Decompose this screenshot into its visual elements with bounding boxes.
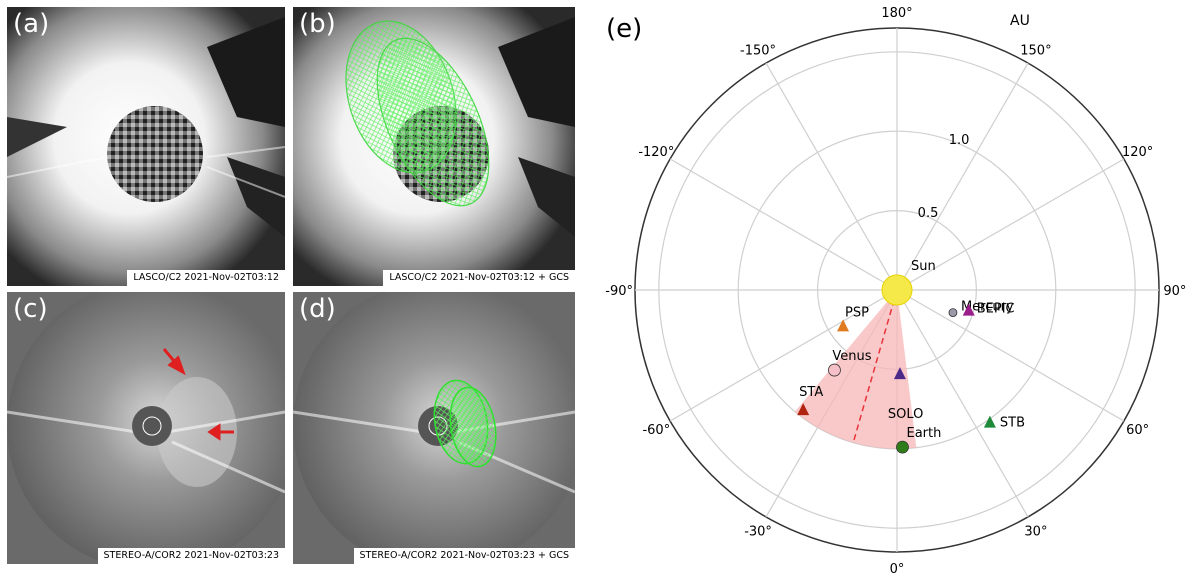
label-venus: Venus (832, 349, 871, 364)
panel-c-label: (c) (13, 294, 48, 324)
gcs-mesh-cor2 (433, 379, 497, 468)
red-arrows (162, 348, 234, 441)
panel-c-stereo-cor2: (c) STEREO-A/COR2 2021-Nov-02T03:23 (7, 292, 285, 564)
label-earth: Earth (906, 426, 941, 441)
panel-a-label: (a) (13, 9, 50, 39)
angle-tick-label: 120° (1122, 145, 1153, 160)
radial-tick-label: 0.5 (918, 206, 939, 221)
angle-tick-label: 150° (1020, 43, 1051, 58)
angular-grid-line (896, 62, 1029, 291)
marker-sta (797, 403, 810, 416)
angle-tick-label: -150° (740, 43, 776, 58)
angular-grid-line (896, 158, 1125, 291)
label-stb: STB (1000, 416, 1025, 431)
angle-tick-label: -120° (638, 145, 674, 160)
panel-d-label: (d) (299, 294, 336, 324)
panel-d-stereo-cor2-gcs: (d) STEREO-A/COR2 2021-Nov-02T03:23 + GC… (293, 292, 575, 564)
marker-earth (896, 440, 909, 454)
panel-b-caption: LASCO/C2 2021-Nov-02T03:12 + GCS (383, 270, 575, 286)
panel-b-label: (b) (299, 9, 336, 39)
cme-direction-line (852, 289, 898, 443)
label-mercury: Mercury (961, 300, 1014, 315)
label-sta: STA (799, 385, 823, 400)
stereo-cor2-gcs-image (293, 292, 575, 564)
cme-cone (794, 289, 917, 449)
polar-grid (634, 27, 1160, 553)
marker-stb (983, 415, 996, 428)
marker-mercury (948, 308, 958, 318)
marker-solo (893, 367, 906, 380)
label-solo: SOLO (888, 407, 924, 422)
marker-venus (828, 363, 841, 377)
angular-grid-line (896, 289, 1029, 518)
panel-b-lasco-c2-gcs: (b) LASCO/C2 2021-Nov-02T03:12 + GCS (293, 7, 575, 286)
panel-a-lasco-c2: (a) LASCO/C2 2021-Nov-02T03:12 (7, 7, 285, 286)
panel-e-label: (e) (606, 14, 643, 44)
marker-psp (837, 319, 850, 332)
stereo-cor2-image (7, 292, 285, 564)
angle-tick-label: -60° (642, 423, 670, 438)
polar-position-plot: 0° 30° 60° 90° 120° 150° 180° -150° -120° -90° -60… (605, 6, 1186, 574)
label-psp: PSP (845, 305, 869, 320)
angle-tick-label: 30° (1024, 525, 1047, 540)
radial-tick-label: 1.0 (949, 133, 970, 148)
angle-tick-label: 0° (890, 562, 905, 574)
au-unit-label: AU (1010, 13, 1030, 29)
angle-tick-label: 60° (1126, 423, 1149, 438)
lasco-c2-gcs-image (293, 7, 575, 286)
label-sun: Sun (911, 259, 936, 274)
gcs-mesh (345, 20, 490, 207)
marker-sun (881, 274, 913, 306)
panel-a-caption: LASCO/C2 2021-Nov-02T03:12 (127, 270, 285, 286)
angle-tick-label: -30° (744, 525, 772, 540)
panel-c-caption: STEREO-A/COR2 2021-Nov-02T03:23 (97, 548, 285, 564)
panel-d-caption: STEREO-A/COR2 2021-Nov-02T03:23 + GCS (353, 548, 575, 564)
angle-tick-label: -90° (605, 284, 633, 299)
label-bepic: BEPIC (977, 302, 1015, 317)
marker-bepic (962, 303, 975, 316)
angular-grid-line (669, 289, 898, 422)
angular-grid-line (896, 289, 1125, 422)
angular-grid-line (765, 62, 898, 291)
angle-tick-label: 180° (881, 6, 912, 21)
lasco-c2-image (7, 7, 285, 286)
polar-tick-labels: 0° 30° 60° 90° 120° 150° 180° -150° -120° -90° -60… (605, 6, 1186, 574)
angular-grid-line (669, 158, 898, 291)
angle-tick-label: 90° (1163, 284, 1186, 299)
